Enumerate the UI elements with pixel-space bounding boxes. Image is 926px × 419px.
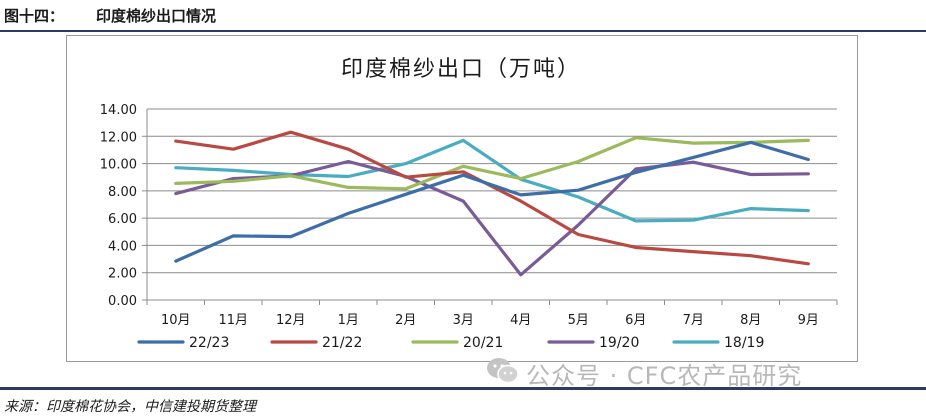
x-tick-label: 10月 <box>161 313 191 328</box>
top-divider <box>0 30 926 32</box>
y-tick-label: 14.00 <box>100 103 137 118</box>
figure-header: 图十四： 印度棉纱出口情况 <box>0 0 926 32</box>
chart-frame: 印度棉纱出口（万吨） 0.00 2.00 4.00 6.00 8.00 10.00 12.0… <box>66 35 858 362</box>
y-tick-label: 12.00 <box>100 130 137 145</box>
x-tick-label: 5月 <box>568 313 589 328</box>
legend-label: 21/22 <box>322 335 362 351</box>
x-tick-label: 11月 <box>218 313 248 328</box>
line-chart: 印度棉纱出口（万吨） 0.00 2.00 4.00 6.00 8.00 10.00 12.0… <box>100 57 838 351</box>
y-tick-label: 0.00 <box>108 294 137 309</box>
bottom-divider <box>0 387 926 390</box>
watermark: 公众号 · CFC农产品研究 <box>486 354 906 390</box>
figure-label: 图十四： <box>4 7 65 25</box>
y-tick-label: 6.00 <box>108 212 137 227</box>
x-tick-label: 2月 <box>395 313 416 328</box>
source-note: 来源：印度棉花协会，中信建投期货整理 <box>4 399 256 415</box>
legend-item: 18/19 <box>672 335 764 351</box>
series-line-18-19 <box>174 138 810 223</box>
chart-title: 印度棉纱出口（万吨） <box>341 57 581 82</box>
watermark-text: 公众号 · CFC农产品研究 <box>526 362 803 390</box>
y-tick-label: 4.00 <box>108 239 137 254</box>
legend-item: 20/21 <box>411 335 503 351</box>
wechat-icon <box>487 358 519 384</box>
legend-label: 20/21 <box>463 335 503 351</box>
y-tick-label: 2.00 <box>108 267 137 282</box>
x-tick-label: 9月 <box>798 313 819 328</box>
legend-label: 19/20 <box>599 335 639 351</box>
x-tick-label: 1月 <box>338 313 359 328</box>
series-line-20-21 <box>174 136 810 191</box>
legend-item: 19/20 <box>547 335 639 351</box>
x-tick-label: 12月 <box>276 313 306 328</box>
series-line-22-23 <box>174 140 810 263</box>
x-tick-label: 6月 <box>625 313 646 328</box>
legend-label: 22/23 <box>189 335 229 351</box>
figure-title: 印度棉纱出口情况 <box>96 7 217 25</box>
x-tick-label: 7月 <box>683 313 704 328</box>
legend: 22/23 21/22 20/21 19/20 18/19 <box>137 335 764 351</box>
x-tick-label: 8月 <box>740 313 761 328</box>
legend-item: 22/23 <box>137 335 229 351</box>
legend-item: 21/22 <box>270 335 362 351</box>
x-tick-label: 3月 <box>453 313 474 328</box>
x-tick-label: 4月 <box>510 313 531 328</box>
y-tick-label: 8.00 <box>108 185 137 200</box>
axes: 0.00 2.00 4.00 6.00 8.00 10.00 12.00 14.00 10月 11… <box>100 103 838 328</box>
series-lines <box>174 130 810 277</box>
legend-label: 18/19 <box>724 335 764 351</box>
gridlines <box>147 108 837 274</box>
y-tick-label: 10.00 <box>100 158 137 173</box>
